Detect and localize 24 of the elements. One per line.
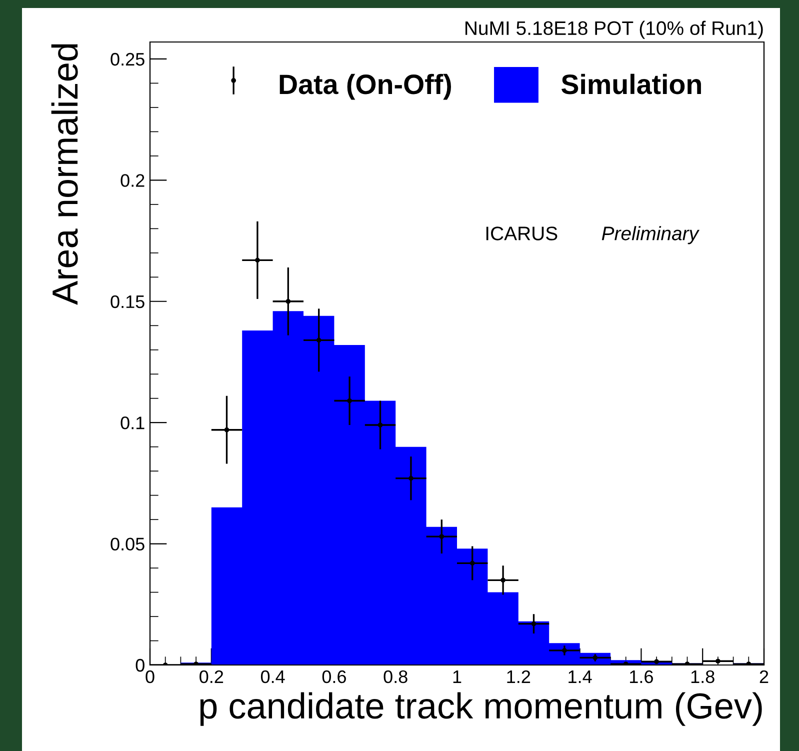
x-tick-label: 1.6 xyxy=(630,670,653,684)
annotation: Preliminary xyxy=(602,226,700,244)
text: NuMI 5.18E18 POT (10% of Run1) xyxy=(466,20,763,39)
x-tick-label: 0.2 xyxy=(200,670,224,684)
x-tick-label: 0.8 xyxy=(384,670,408,684)
x-tick-label: 1.2 xyxy=(507,670,530,683)
x-tick-label: 0 xyxy=(146,670,154,684)
x-tick-label: 1.4 xyxy=(568,670,592,683)
annotation: ICARUS xyxy=(486,226,558,240)
legend-label: Data (On-Off) xyxy=(280,74,451,100)
x-tick-label: 2 xyxy=(760,670,768,683)
y-tick-label: 0.05 xyxy=(110,538,144,551)
y-tick-label: 0.15 xyxy=(110,295,144,308)
y-axis-title: Area normalized xyxy=(51,44,78,305)
x-tick-label: 1.8 xyxy=(691,670,714,684)
y-tick-label: 0.25 xyxy=(110,52,144,66)
x-tick-label: 0.4 xyxy=(260,670,285,684)
x-axis-title: p candidate track momentum (Gev) xyxy=(200,692,762,726)
y-tick-label: 0 xyxy=(136,658,144,672)
x-tick-label: 1 xyxy=(453,670,462,683)
y-tick-label: 0.2 xyxy=(120,174,144,187)
legend-label: Simulation xyxy=(561,74,701,94)
y-tick-label: 0.1 xyxy=(120,416,144,430)
x-tick-label: 0.6 xyxy=(322,670,346,684)
